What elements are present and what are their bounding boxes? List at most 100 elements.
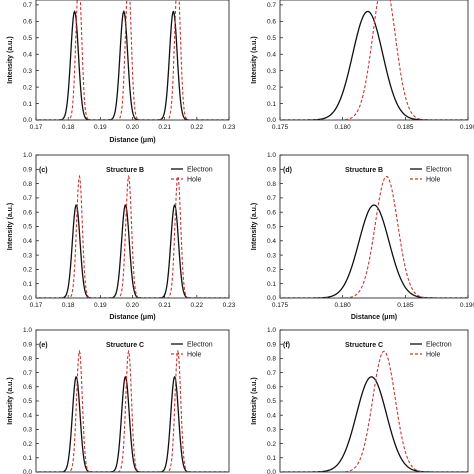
y-tick-label: 0.7 (23, 370, 32, 377)
y-tick-label: 0.4 (267, 238, 276, 245)
plot-frame (35, 0, 230, 121)
x-tick-label: 0.185 (397, 124, 414, 131)
y-tick-label: 0.1 (23, 101, 32, 108)
y-tick-label: 0.2 (23, 441, 32, 448)
panel-tag: (e) (39, 342, 48, 349)
x-tick-label: 0.23 (223, 124, 236, 131)
x-axis-label: Distance (μm) (109, 314, 155, 321)
y-tick-label: 0.6 (267, 209, 276, 216)
y-tick-label: 0.2 (267, 267, 276, 274)
y-tick-label: 0.8 (267, 356, 276, 363)
y-tick-label: 0.5 (23, 35, 32, 42)
x-tick-label: 0.22 (191, 124, 204, 131)
y-tick-label: 0.2 (23, 84, 32, 91)
x-tick-label: 0.17 (30, 302, 43, 309)
x-tick-label: 0.22 (191, 302, 204, 309)
legend-electron-label: Electron (187, 342, 213, 349)
x-tick-label: 0.21 (158, 302, 171, 309)
x-axis-label: Distance (μm) (109, 137, 155, 144)
y-tick-label: 0.1 (267, 101, 276, 108)
y-axis-label: Intensity (a.u.) (251, 36, 258, 83)
y-tick-label: 0.7 (23, 195, 32, 202)
y-tick-label: 0.8 (267, 181, 276, 188)
y-tick-label: 0.4 (23, 238, 32, 245)
legend-hole-label: Hole (187, 177, 202, 184)
x-tick-label: 0.17 (30, 124, 43, 131)
y-tick-label: 0.5 (267, 35, 276, 42)
y-tick-label: 0.5 (23, 398, 32, 405)
y-axis-label: Intensity (a.u.) (7, 36, 14, 83)
y-tick-label: 0.8 (23, 181, 32, 188)
y-tick-label: 0.2 (267, 84, 276, 91)
y-tick-label: 0.3 (23, 68, 32, 75)
y-tick-label: 0.9 (23, 167, 32, 174)
y-tick-label: 0.4 (23, 412, 32, 419)
y-tick-label: 0.5 (267, 224, 276, 231)
y-tick-label: 0.5 (267, 398, 276, 405)
y-tick-label: 0.6 (23, 19, 32, 26)
y-tick-label: 0.2 (267, 441, 276, 448)
x-tick-label: 0.180 (335, 302, 352, 309)
y-tick-label: 0.3 (267, 68, 276, 75)
legend-electron-label: Electron (426, 342, 452, 349)
legend-hole-label: Hole (187, 352, 202, 359)
x-tick-label: 0.180 (335, 124, 352, 131)
y-tick-label: 0.3 (23, 252, 32, 259)
structure-title: Structure B (106, 167, 144, 174)
x-tick-label: 0.20 (126, 124, 139, 131)
x-tick-label: 0.185 (397, 302, 414, 309)
electron-series-line (36, 204, 229, 298)
electron-series-line (36, 376, 229, 472)
hole-series-line (280, 350, 468, 472)
x-tick-label: 0.23 (223, 302, 236, 309)
x-tick-label: 0.175 (272, 124, 289, 131)
y-tick-label: 1.0 (23, 327, 32, 334)
x-tick-label: 0.190 (460, 124, 474, 131)
y-tick-label: 0.4 (23, 51, 32, 58)
hole-series-line (280, 0, 468, 120)
panel-tag: (f) (283, 342, 290, 349)
x-tick-label: 0.20 (126, 302, 139, 309)
y-tick-label: 0.1 (23, 281, 32, 288)
y-axis-label: Intensity (a.u.) (7, 377, 14, 424)
y-tick-label: 1.0 (267, 152, 276, 159)
legend-electron-label: Electron (187, 167, 213, 174)
y-tick-label: 0.2 (23, 267, 32, 274)
y-tick-label: 0.7 (23, 2, 32, 9)
structure-title: Structure C (106, 342, 144, 349)
y-tick-label: 0.5 (23, 224, 32, 231)
y-axis-label: Intensity (a.u.) (251, 203, 258, 250)
y-tick-label: 0.0 (267, 469, 276, 474)
hole-series-line (36, 174, 229, 298)
y-axis-label: Intensity (a.u.) (7, 203, 14, 250)
y-tick-label: 0.3 (267, 252, 276, 259)
y-tick-label: 0.4 (267, 51, 276, 58)
x-tick-label: 0.19 (94, 302, 107, 309)
y-tick-label: 0.9 (267, 167, 276, 174)
y-tick-label: 1.0 (267, 327, 276, 334)
hole-series-line (36, 0, 229, 120)
x-tick-label: 0.175 (272, 302, 289, 309)
y-tick-label: 0.6 (267, 19, 276, 26)
x-tick-label: 0.18 (62, 302, 75, 309)
y-tick-label: 1.0 (23, 152, 32, 159)
y-tick-label: 0.6 (267, 384, 276, 391)
y-tick-label: 0.1 (23, 455, 32, 462)
y-tick-label: 0.4 (267, 412, 276, 419)
legend-hole-label: Hole (426, 177, 441, 184)
y-tick-label: 0.8 (23, 356, 32, 363)
hole-series-line (36, 349, 229, 472)
y-tick-label: 0.0 (23, 469, 32, 474)
legend-hole-label: Hole (426, 352, 441, 359)
y-tick-label: 0.6 (23, 384, 32, 391)
x-axis-label: Distance (μm) (351, 314, 397, 321)
electron-series-line (36, 10, 229, 120)
y-axis-label: Intensity (a.u.) (251, 377, 258, 424)
legend-electron-label: Electron (426, 167, 452, 174)
y-tick-label: 0.0 (23, 295, 32, 302)
y-tick-label: 0.0 (23, 117, 32, 124)
x-tick-label: 0.190 (460, 302, 474, 309)
y-tick-label: 0.7 (267, 195, 276, 202)
y-tick-label: 0.7 (267, 2, 276, 9)
